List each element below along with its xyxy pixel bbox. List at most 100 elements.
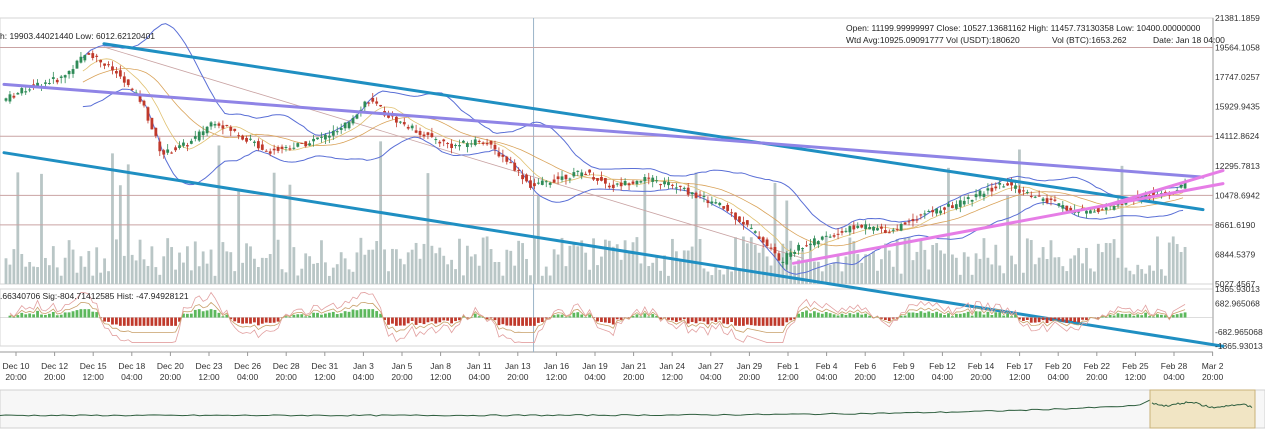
- trendline-layer[interactable]: [2, 42, 1225, 348]
- volume-bar: [241, 262, 244, 284]
- macd-histogram-bar: [339, 313, 343, 318]
- x-tick-time: 20:00: [623, 372, 645, 382]
- candles-layer: [4, 50, 1187, 270]
- trendline[interactable]: [791, 182, 1225, 265]
- macd-histogram-bar: [1179, 313, 1183, 318]
- volume-bar: [1128, 270, 1132, 284]
- candle-body: [533, 183, 536, 187]
- macd-layer: [0, 291, 1213, 343]
- macd-histogram-bar: [312, 312, 315, 318]
- macd-histogram-bar: [458, 317, 461, 321]
- macd-histogram-bar: [327, 312, 331, 318]
- macd-readout: .66340706 Sig:-804.71412585 Hist: -47.94…: [0, 291, 189, 301]
- candle-body: [990, 187, 994, 192]
- candle-body: [126, 79, 130, 86]
- trendline[interactable]: [102, 42, 1205, 212]
- macd-histogram-bar: [1073, 317, 1077, 323]
- macd-histogram-bar: [832, 314, 836, 318]
- candle-body: [335, 131, 339, 133]
- candle-body: [951, 205, 954, 209]
- candle-body: [548, 182, 552, 185]
- volume-bar: [462, 275, 465, 284]
- trendline[interactable]: [2, 82, 1205, 179]
- volume-bar: [891, 266, 895, 284]
- candle-body: [552, 179, 556, 183]
- candle-body: [623, 181, 627, 186]
- date-readout: Date: Jan 18 04:00: [1153, 35, 1225, 45]
- x-tick-time: 20:00: [1086, 372, 1108, 382]
- macd-histogram-bar: [789, 317, 793, 321]
- macd-histogram-bar: [517, 317, 521, 326]
- macd-tick-label: -682.965068: [1215, 327, 1263, 337]
- volume-bar: [674, 251, 678, 284]
- x-tick-time: 04:00: [1048, 372, 1070, 382]
- volume-bar: [363, 254, 367, 284]
- volume-bar: [828, 264, 832, 284]
- macd-histogram-bar: [891, 317, 895, 319]
- volume-bar: [95, 247, 99, 284]
- volume-bar: [809, 243, 812, 284]
- macd-histogram-bar: [659, 317, 662, 320]
- macd-histogram-bar: [994, 312, 998, 318]
- ohlc-readout: Open: 11199.99999997 Close: 10527.136811…: [846, 23, 1201, 33]
- candle-body: [828, 236, 832, 238]
- volume-bar: [686, 250, 690, 284]
- candle-body: [876, 228, 879, 231]
- candle-body: [28, 89, 32, 91]
- macd-histogram-bar: [607, 317, 611, 324]
- volume-bar: [631, 242, 635, 284]
- candle-body: [927, 210, 931, 212]
- macd-histogram-bar: [974, 311, 978, 318]
- candle-body: [91, 53, 95, 59]
- macd-histogram-bar: [1112, 315, 1116, 318]
- candle-body: [572, 172, 576, 177]
- macd-histogram-bar: [272, 317, 276, 323]
- macd-histogram-bar: [221, 316, 225, 318]
- candle-body: [426, 132, 430, 135]
- macd-histogram-bar: [1041, 317, 1045, 321]
- volume-bar: [903, 237, 907, 284]
- trendline[interactable]: [2, 151, 1225, 348]
- macd-histogram-bar: [1053, 317, 1057, 320]
- candle-body: [789, 252, 793, 257]
- macd-histogram-bar: [777, 317, 781, 326]
- y-tick-label: 8661.6190: [1215, 220, 1255, 230]
- volume-bar: [272, 172, 276, 284]
- x-tick-date: Jan 11: [467, 361, 492, 371]
- candle-body: [824, 235, 828, 237]
- macd-histogram-bar: [410, 317, 414, 322]
- volume-bar: [749, 237, 753, 284]
- candle-body: [769, 247, 773, 249]
- navigator-window[interactable]: [1149, 389, 1256, 429]
- macd-histogram-bar: [95, 312, 99, 318]
- volume-bar: [442, 255, 446, 284]
- volume-bar: [1006, 194, 1010, 284]
- volume-bar: [4, 258, 8, 284]
- volume-bar: [848, 237, 852, 284]
- volume-bar: [706, 271, 710, 284]
- candle-body: [1002, 186, 1006, 188]
- macd-histogram-bar: [264, 317, 268, 323]
- volume-bar: [1108, 243, 1112, 284]
- candle-body: [505, 156, 509, 162]
- navigator-layer[interactable]: [0, 389, 1265, 429]
- candle-body: [730, 212, 733, 214]
- candle-body: [118, 70, 122, 77]
- navigator-window-series: [1151, 401, 1253, 409]
- candle-body: [418, 130, 422, 135]
- macd-histogram-bar: [615, 317, 619, 320]
- trendline[interactable]: [1101, 169, 1225, 208]
- volume-bar: [978, 258, 982, 284]
- volume-bar: [820, 271, 824, 284]
- candle-body: [497, 152, 501, 157]
- macd-histogram-bar: [544, 317, 548, 319]
- macd-histogram-bar: [205, 310, 209, 318]
- candle-body: [596, 178, 599, 181]
- volume-bar: [458, 238, 461, 284]
- volume-bar: [193, 241, 197, 284]
- y-tick-label: 19564.1058: [1215, 43, 1260, 53]
- macd-histogram-bar: [580, 314, 584, 318]
- macd-histogram-bar: [154, 317, 158, 326]
- candle-body: [903, 222, 907, 225]
